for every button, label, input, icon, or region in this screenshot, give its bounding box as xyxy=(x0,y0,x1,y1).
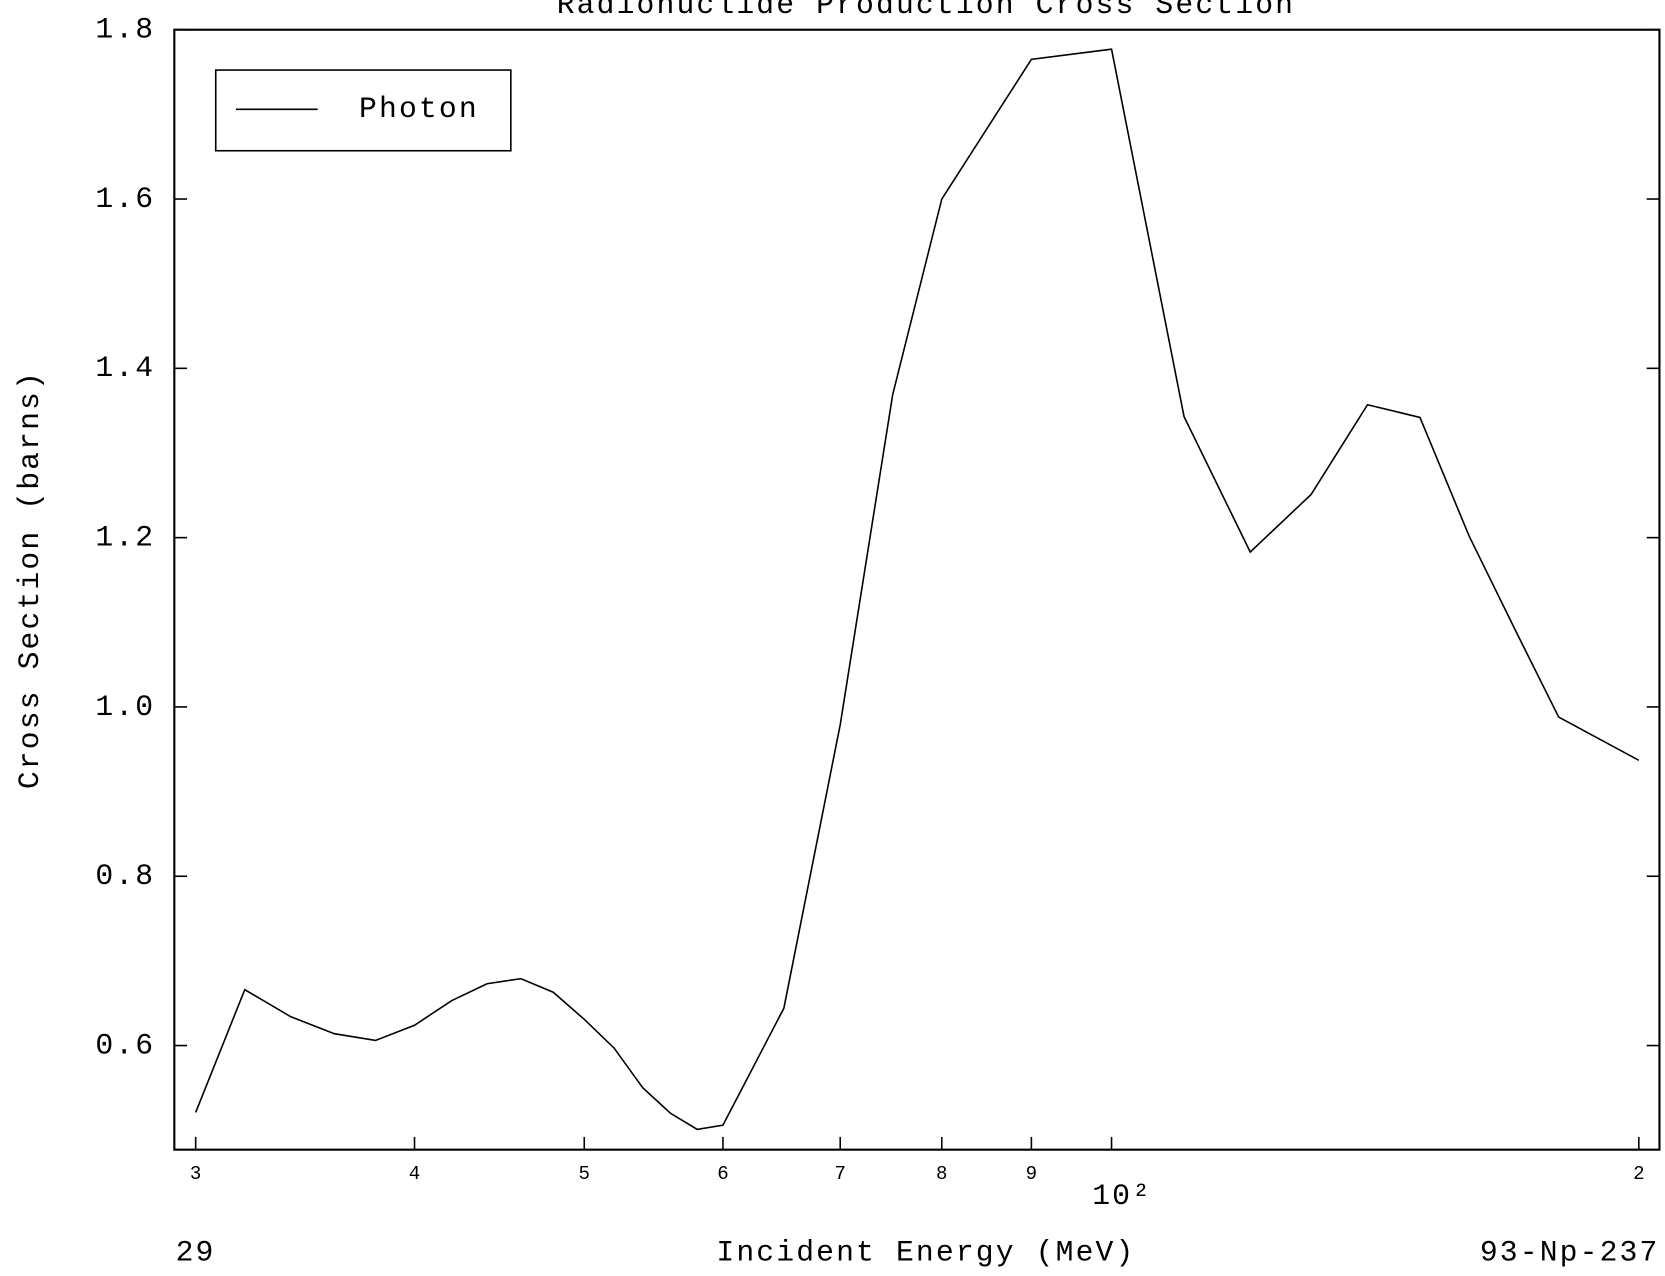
x-tick-label: 4 xyxy=(409,1163,420,1185)
x-tick-label: 9 xyxy=(1026,1163,1037,1185)
x-tick-label: 8 xyxy=(936,1163,947,1185)
x-tick-label: 2 xyxy=(1633,1163,1644,1185)
y-tick-label: 1.2 xyxy=(95,520,155,554)
y-tick-label: 0.6 xyxy=(95,1028,155,1062)
footer-right: 93-Np-237 xyxy=(1480,1235,1660,1269)
legend-label: Photon xyxy=(359,92,479,126)
plot-frame xyxy=(173,28,1661,1151)
legend-box xyxy=(214,69,512,152)
chart-title: Radionuclide Production Cross Section xyxy=(557,0,1295,22)
x-tick-label: 7 xyxy=(834,1163,845,1185)
x-tick-label: 3 xyxy=(190,1163,201,1185)
footer-left: 29 xyxy=(176,1235,216,1269)
x-tick-label: 10² xyxy=(1092,1179,1152,1213)
y-tick-label: 1.6 xyxy=(95,182,155,216)
data-line xyxy=(194,48,1640,1131)
x-axis-label: Incident Energy (MeV) xyxy=(716,1235,1135,1269)
x-tick-label: 5 xyxy=(579,1163,590,1185)
y-axis-label: Cross Section (barns) xyxy=(13,370,47,789)
y-tick-label: 1.0 xyxy=(95,690,155,724)
y-tick-label: 1.8 xyxy=(95,13,155,47)
y-tick-label: 0.8 xyxy=(95,859,155,893)
y-tick-label: 1.4 xyxy=(95,351,155,385)
x-tick-label: 6 xyxy=(717,1163,728,1185)
